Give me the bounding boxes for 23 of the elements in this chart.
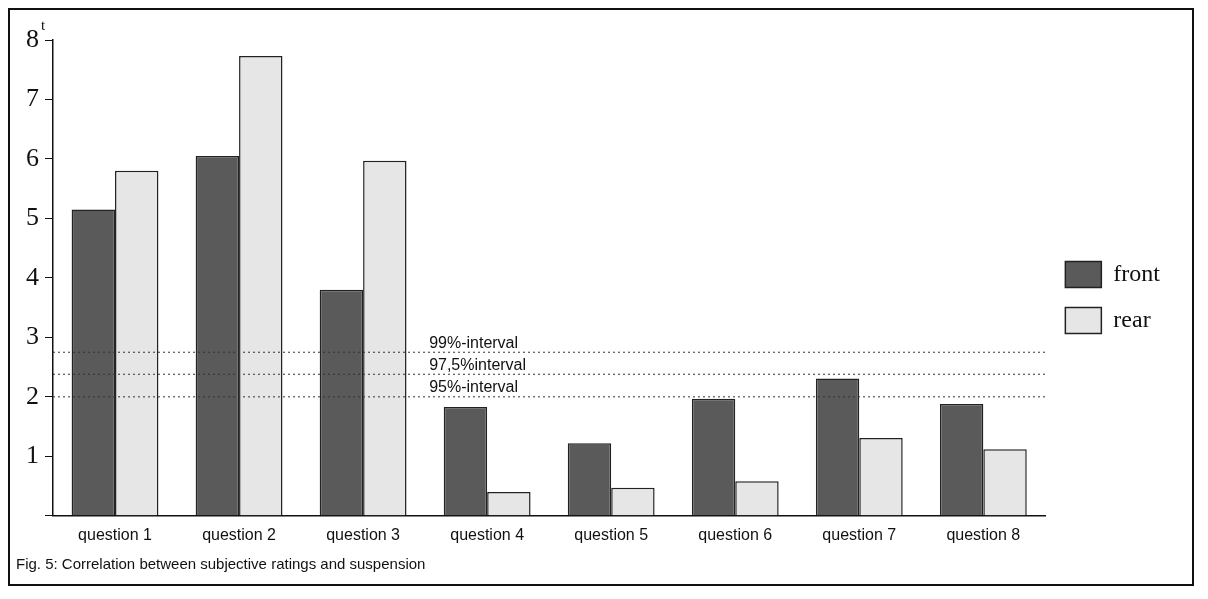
x-tick-label: question 6 (698, 525, 773, 543)
y-tick-label: 3 (26, 321, 39, 351)
y-tick-label: 2 (26, 380, 39, 410)
x-tick-label: question 2 (202, 525, 277, 543)
y-tick-label: 7 (26, 83, 39, 113)
x-tick-label: question 4 (450, 525, 525, 543)
legend-label: rear (1113, 305, 1151, 332)
y-axis-title: t (41, 17, 46, 34)
y-tick-label: 6 (26, 142, 39, 172)
y-tick-label: 1 (26, 440, 39, 470)
legend-label: front (1113, 259, 1161, 286)
x-tick-label: question 5 (574, 525, 649, 543)
x-tick-label: question 8 (946, 525, 1021, 543)
ref-line-label: 95%-interval (429, 378, 519, 396)
caption: Fig. 5: Correlation between subjective ratings and suspension (15, 555, 427, 572)
ref-line-label: 97,5%interval (429, 355, 527, 373)
x-tick-label: question 1 (78, 525, 153, 543)
y-tick-label: 4 (26, 261, 39, 291)
x-tick-label: question 3 (326, 525, 401, 543)
y-tick-label: 8 (26, 23, 39, 53)
y-tick-label: 5 (26, 202, 39, 232)
x-tick-label: question 7 (822, 525, 897, 543)
ref-line-label: 99%-interval (429, 333, 519, 351)
